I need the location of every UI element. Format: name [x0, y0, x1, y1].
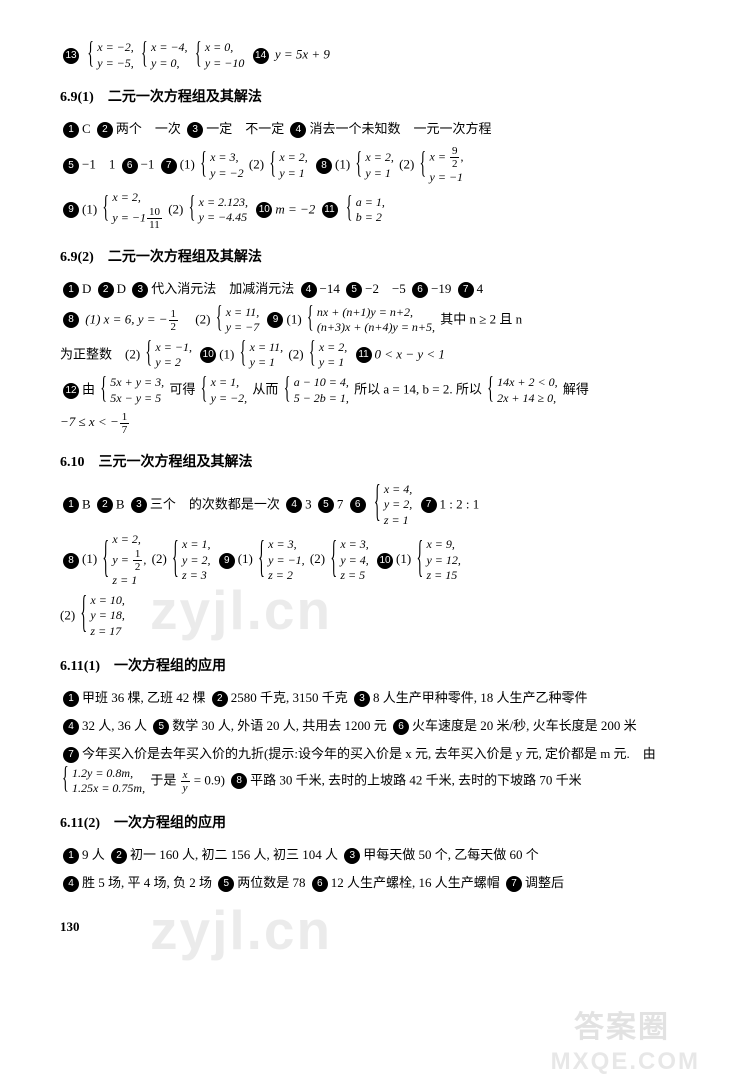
section-title: 6.11(2) 一次方程组的应用	[60, 811, 700, 837]
answer-line: 1甲班 36 棵, 乙班 42 棵 22580 千克, 3150 千克 38 人…	[60, 686, 700, 710]
answer-line: 1C 2两个 一次 3一定 不一定 4消去一个未知数 一元一次方程	[60, 117, 700, 141]
answer-line: 4胜 5 场, 平 4 场, 负 2 场 5两位数是 78 612 人生产螺栓,…	[60, 871, 700, 895]
section-title: 6.11(1) 一次方程组的应用	[60, 654, 700, 680]
row-13-14: 13 x = −2,y = −5, x = −4,y = 0, x = 0,y …	[60, 40, 700, 71]
answer-line: 9(1) x = 2,y = −11011 (2) x = 2.123,y = …	[60, 190, 700, 231]
answer-line: 432 人, 36 人 5数学 30 人, 外语 20 人, 共用去 1200 …	[60, 714, 700, 738]
answer-line: 5−1 1 6−1 7(1) x = 3,y = −2 (2) x = 2,y …	[60, 145, 700, 186]
badge-14: 14	[253, 48, 269, 64]
section-title: 6.9(1) 二元一次方程组及其解法	[60, 85, 700, 111]
section-title: 6.9(2) 二元一次方程组及其解法	[60, 245, 700, 271]
answer-line: 1B 2B 3三个 的次数都是一次 43 57 6 x = 4,y = 2,z …	[60, 482, 700, 529]
answer-line: −7 ≤ x < −17	[60, 410, 700, 436]
watermark: MXQE.COM	[551, 1040, 700, 1084]
watermark: 答案圈	[574, 1000, 670, 1056]
answer-line: 8 (1) x = 6, y = −12 (2) x = 11,y = −7 9…	[60, 305, 700, 336]
answer-line: 7今年买入价是去年买入价的九折(提示:设今年的买入价是 x 元, 去年买入价是 …	[60, 742, 700, 797]
answer-line: 为正整数 (2) x = −1,y = 2 10(1) x = 11,y = 1…	[60, 340, 700, 371]
answer-line: 12由 5x + y = 3,5x − y = 5 可得 x = 1,y = −…	[60, 375, 700, 406]
page-number: 130	[60, 915, 700, 939]
answer-line: 19 人 2初一 160 人, 初二 156 人, 初三 104 人 3甲每天做…	[60, 843, 700, 867]
answer-line: 1D 2D 3代入消元法 加减消元法 4−14 5−2 −5 6−19 74	[60, 277, 700, 301]
answer-line: (2) x = 10,y = 18,z = 17	[60, 593, 700, 640]
badge-13: 13	[63, 48, 79, 64]
